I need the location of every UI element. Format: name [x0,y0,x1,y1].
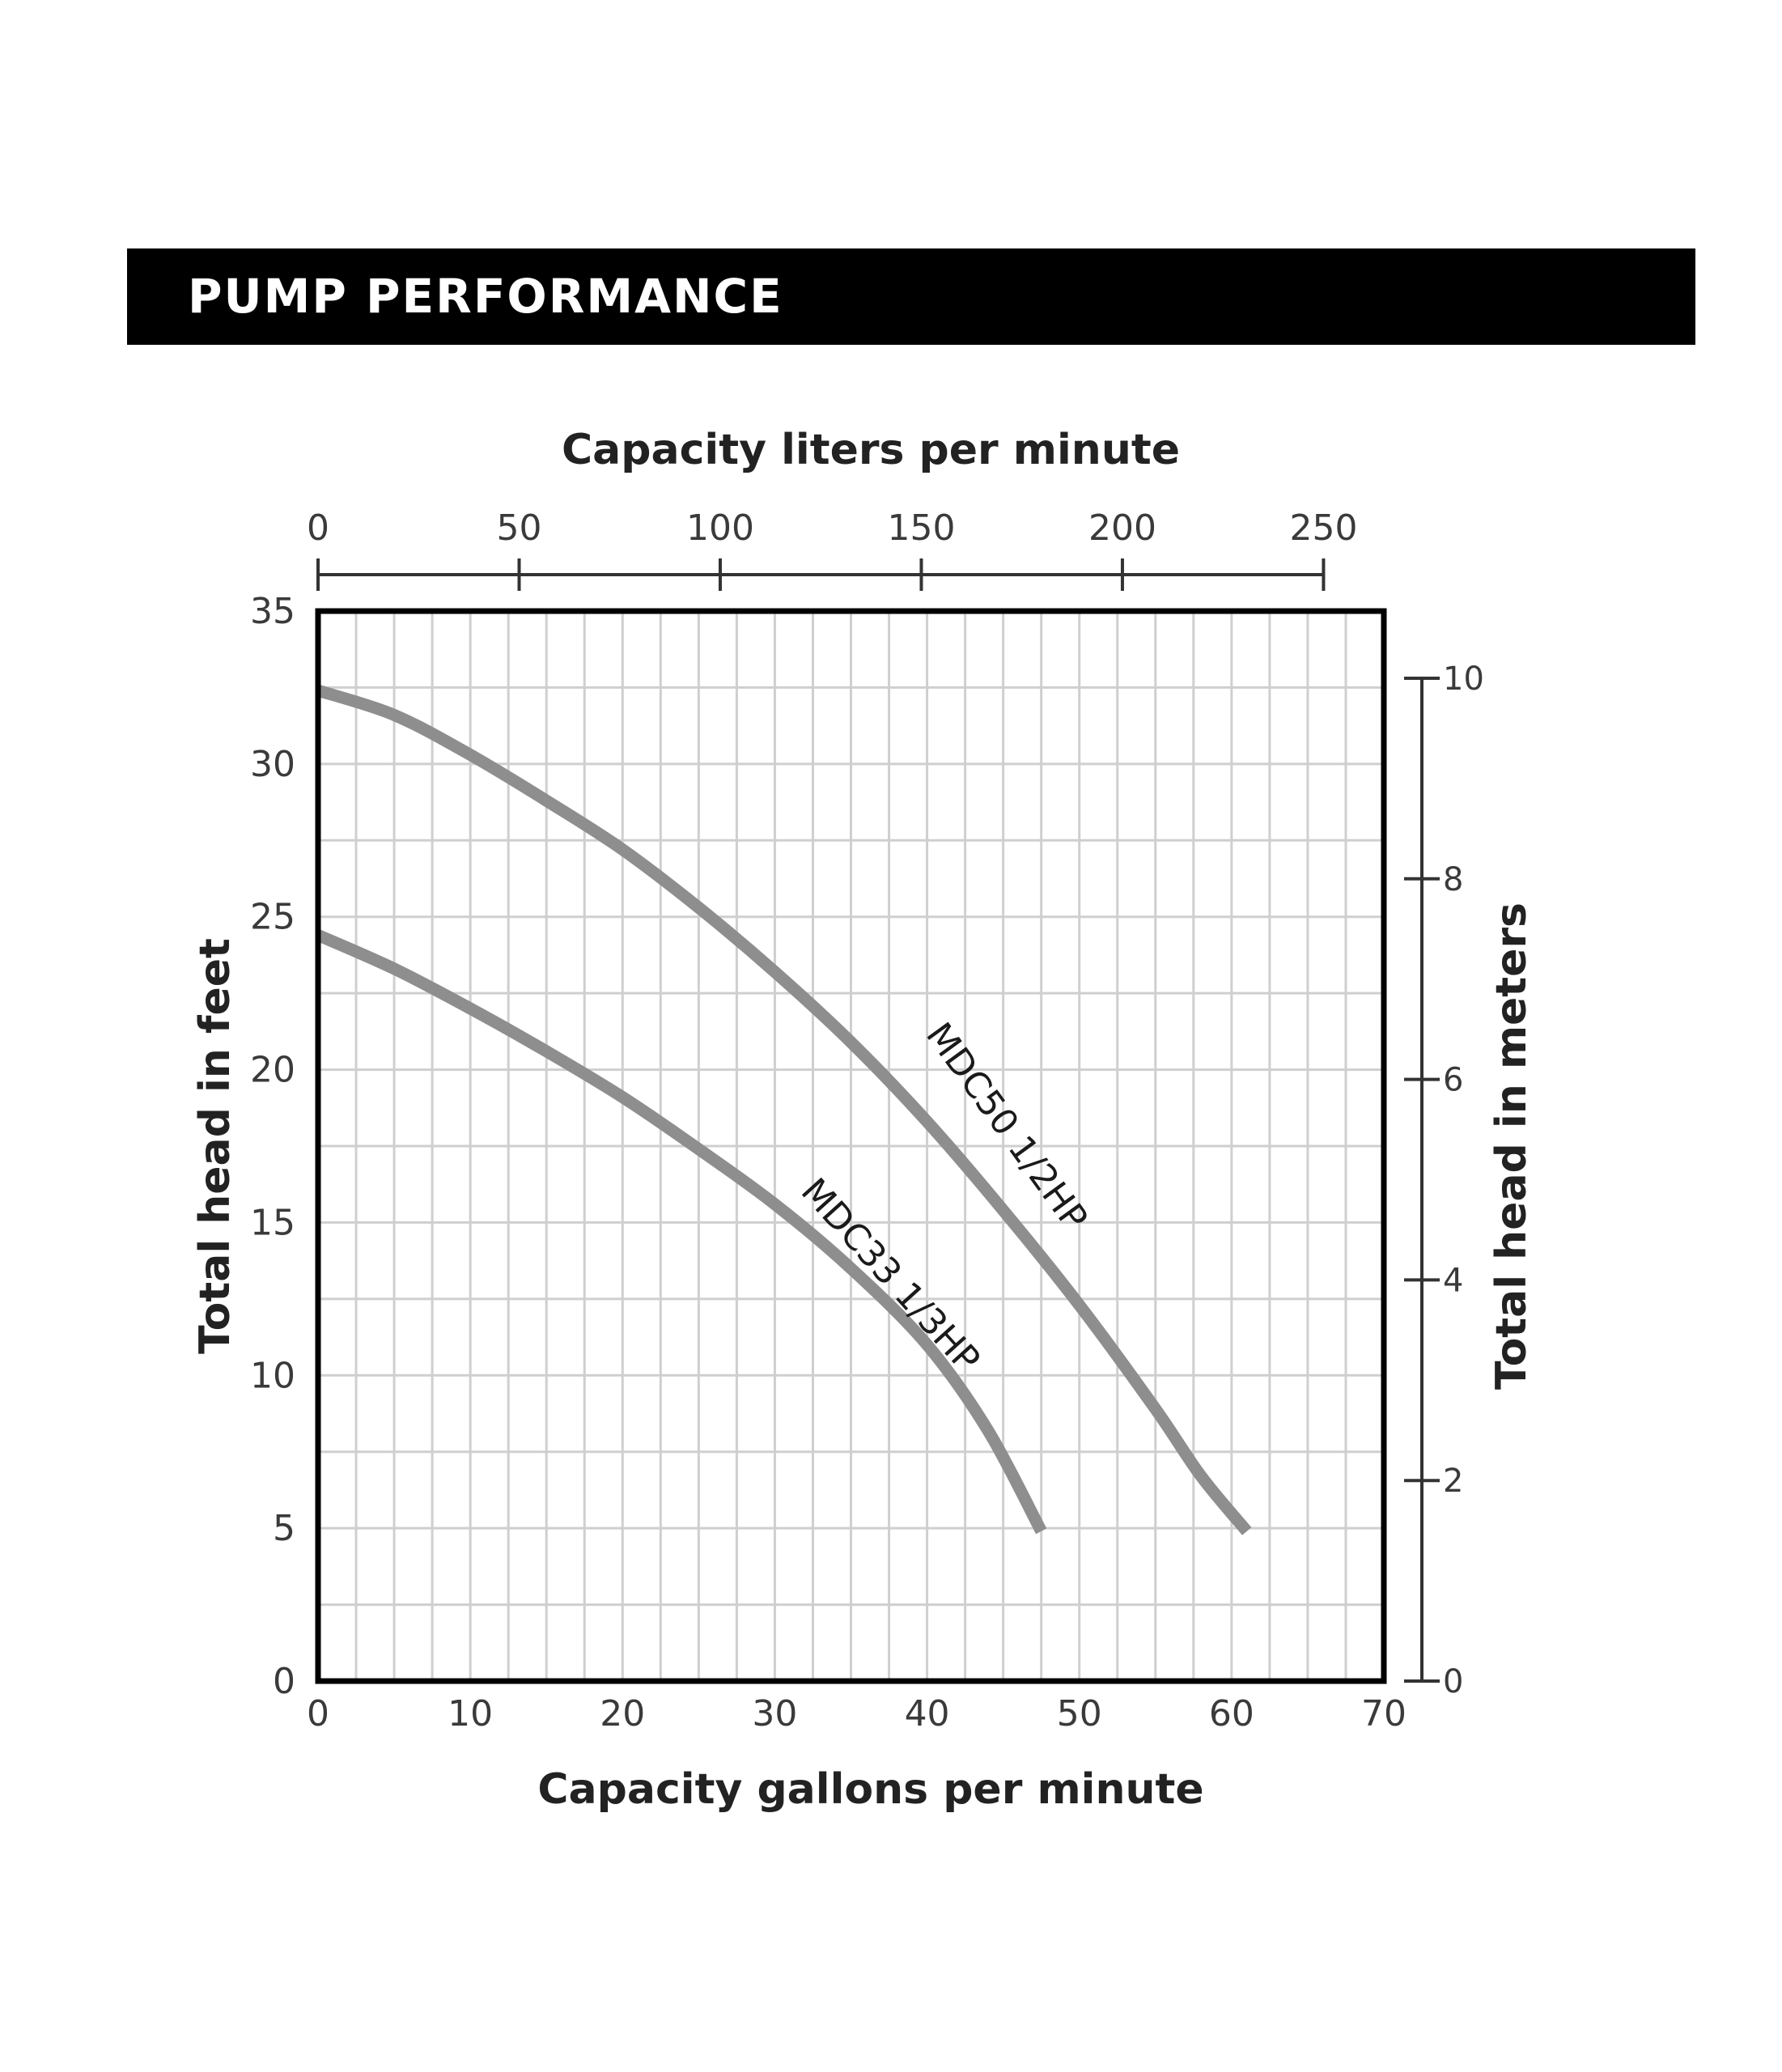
x2-tick-label: 0 [307,507,329,549]
x2-tick-label: 50 [496,507,541,549]
y2-axis-title: Total head in meters [1487,902,1536,1390]
x-tick-label: 50 [1057,1693,1102,1734]
y2-tick-label: 2 [1443,1463,1463,1500]
y2-tick-label: 8 [1443,861,1463,898]
x2-tick-label: 200 [1088,507,1156,549]
x-tick-label: 30 [752,1693,797,1734]
y-tick-label: 25 [250,897,295,938]
y2-tick-label: 4 [1443,1262,1463,1299]
x-tick-label: 10 [448,1693,493,1734]
title-banner: PUMP PERFORMANCE [127,248,1695,345]
series-curve-0 [316,685,1252,1535]
y-tick-label: 30 [250,744,295,785]
x-tick-label: 40 [905,1693,950,1734]
y-tick-label: 5 [273,1508,295,1549]
x-tick-label: 70 [1361,1693,1407,1734]
y-tick-label: 20 [250,1050,295,1091]
x2-axis-title: Capacity liters per minute [562,426,1180,474]
y2-tick-label: 6 [1443,1062,1463,1099]
y-axis-title: Total head in feet [191,938,240,1354]
x-tick-label: 20 [600,1693,645,1734]
series-label-mdc50: MDC50 1/2HP [918,1015,1095,1238]
y-tick-label: 15 [250,1202,295,1243]
x-axis-title: Capacity gallons per minute [537,1765,1203,1814]
series-label-mdc33: MDC33 1/3HP [793,1170,988,1380]
x-tick-label: 60 [1209,1693,1254,1734]
y2-tick-label: 0 [1443,1663,1463,1700]
x2-tick-label: 150 [887,507,955,549]
series-curve-1 [315,929,1047,1535]
banner-title: PUMP PERFORMANCE [188,269,783,324]
x-tick-label: 0 [307,1693,329,1734]
x2-tick-label: 100 [686,507,754,549]
plot-frame [315,608,1387,1684]
y-tick-label: 0 [273,1661,295,1702]
y2-tick-label: 10 [1443,660,1484,698]
grid [318,611,1384,1681]
y-tick-label: 35 [250,591,295,632]
series-curves [315,685,1252,1535]
x2-tick-label: 250 [1289,507,1357,549]
y-tick-label: 10 [250,1355,295,1396]
